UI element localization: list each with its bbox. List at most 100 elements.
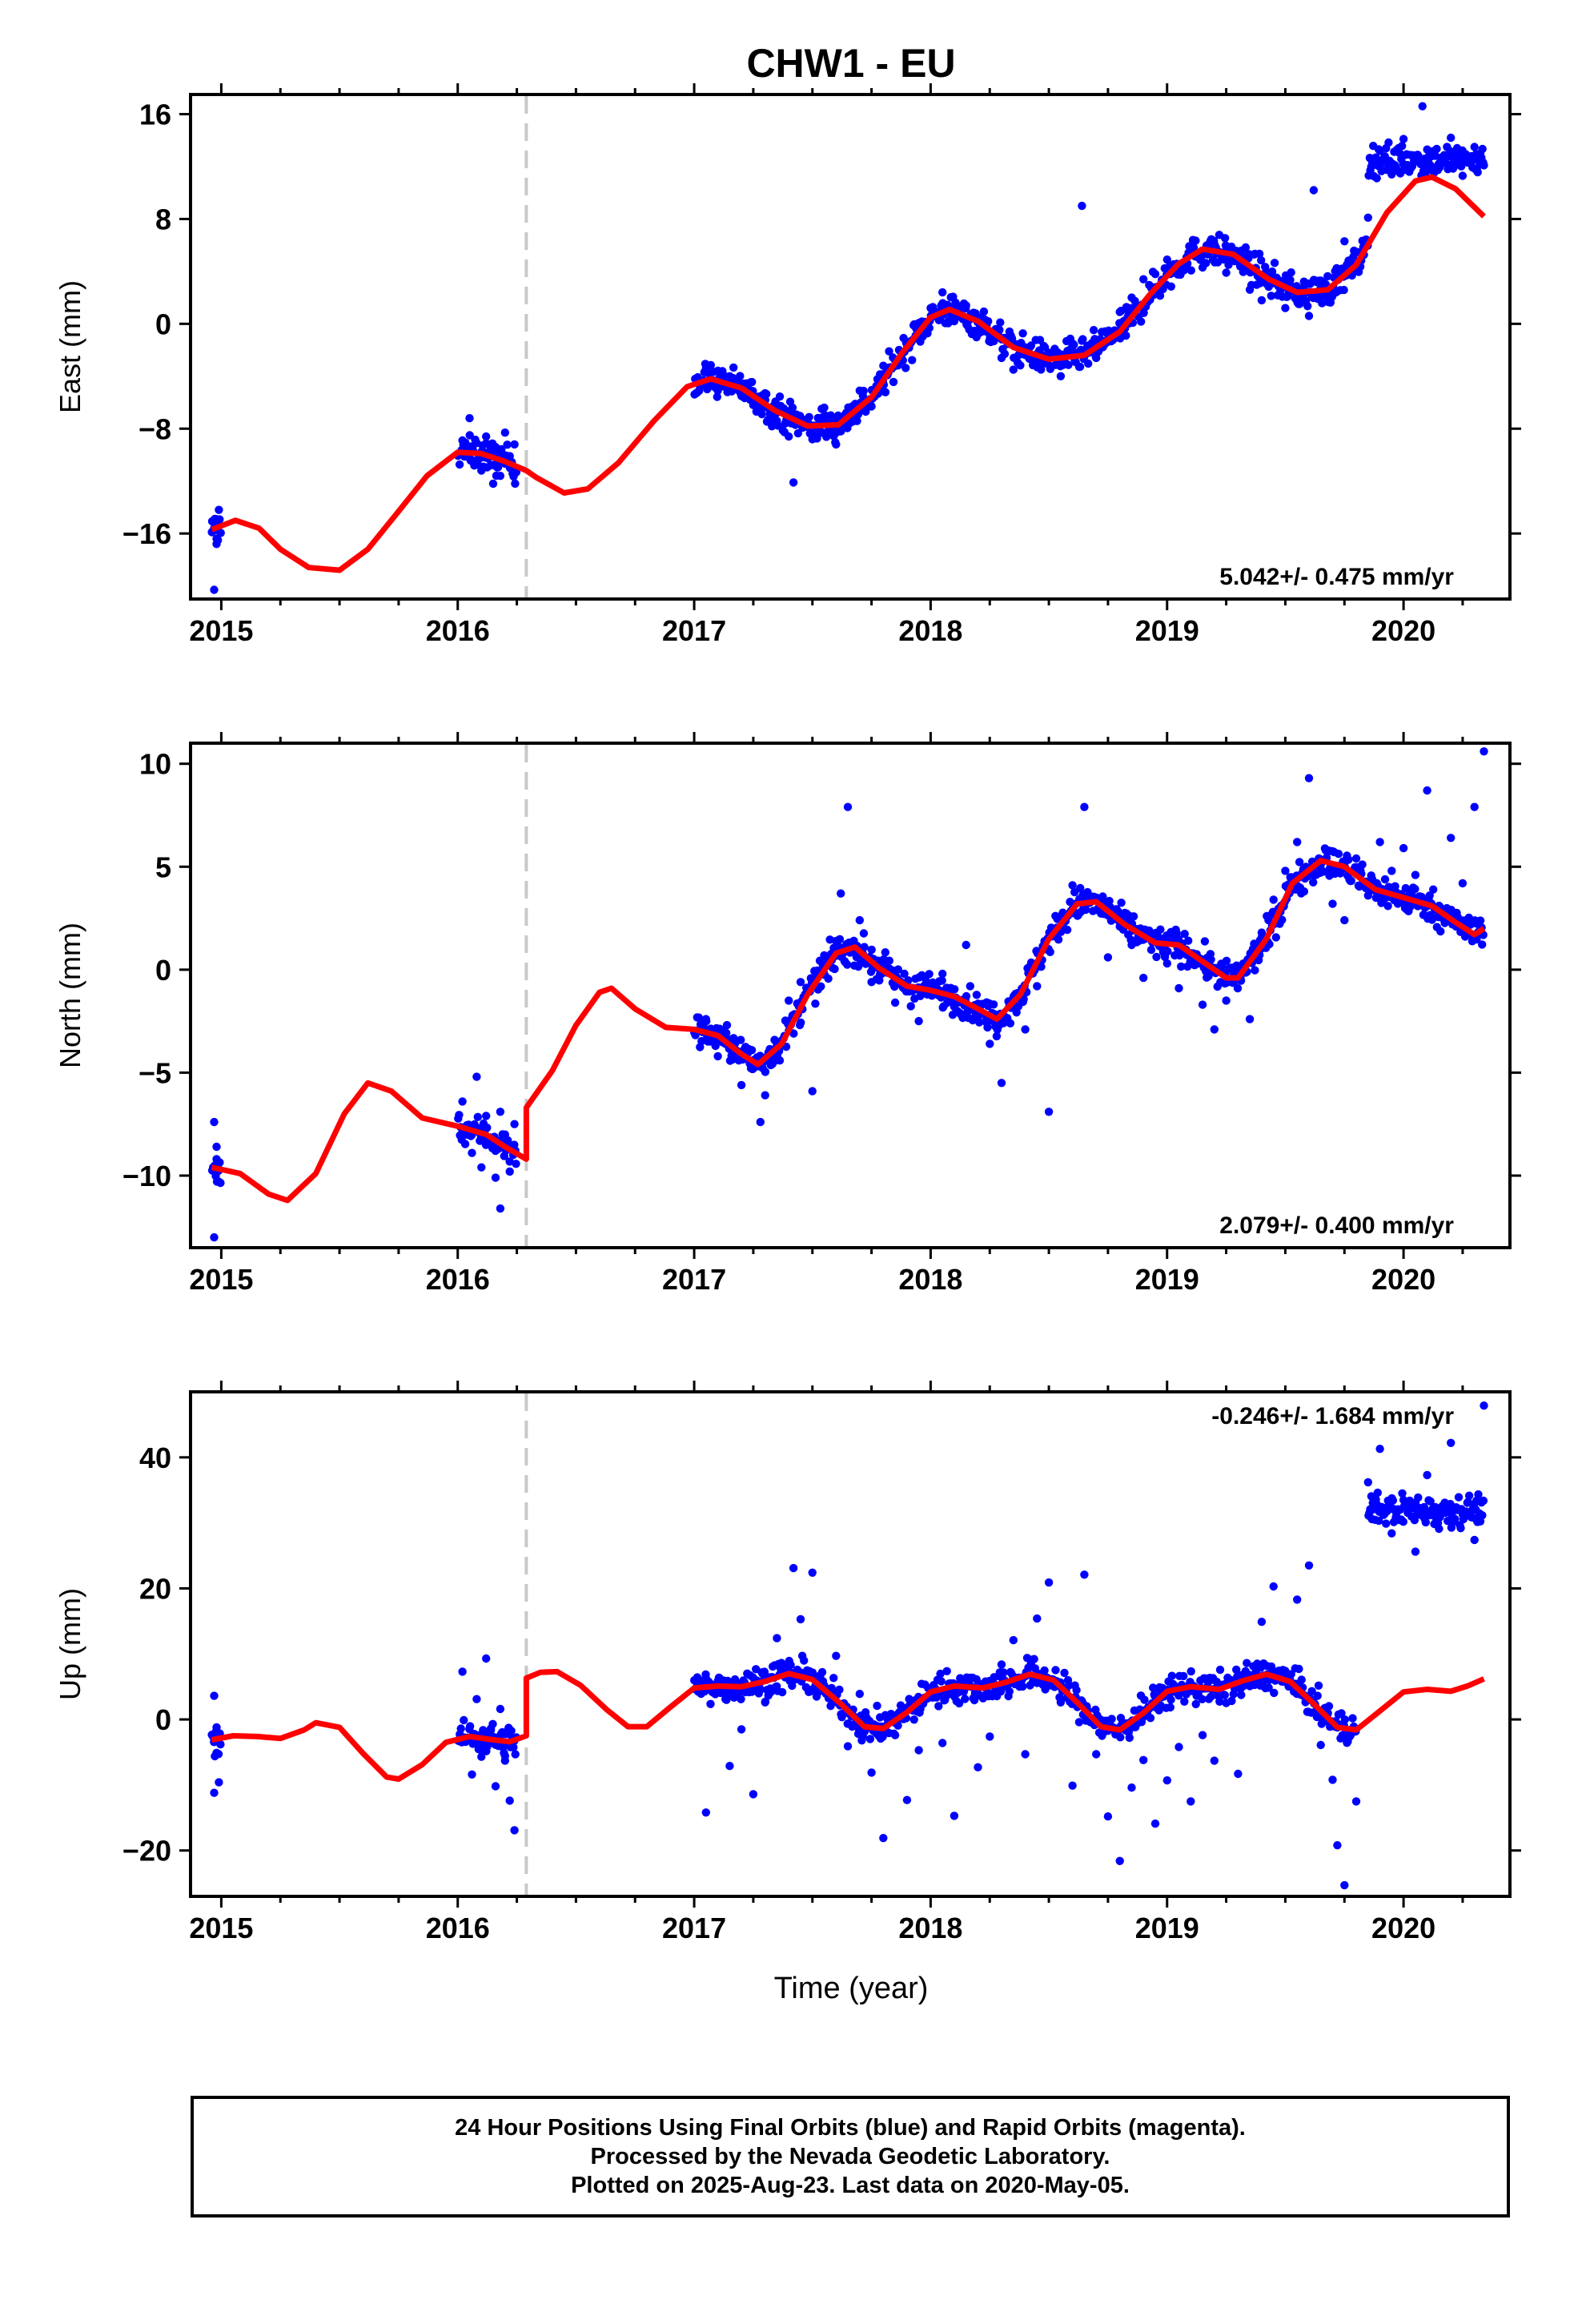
observation-point xyxy=(472,439,481,448)
observation-point xyxy=(455,460,464,469)
observation-point xyxy=(1033,1614,1042,1623)
observation-point xyxy=(757,410,766,419)
observation-point xyxy=(867,1768,876,1777)
observation-point xyxy=(820,951,829,960)
observation-point xyxy=(900,969,909,979)
observation-point xyxy=(775,1056,785,1065)
observation-point xyxy=(785,432,793,441)
observation-point xyxy=(893,965,903,974)
observation-point xyxy=(1066,898,1074,907)
observation-point xyxy=(859,929,869,938)
observation-point xyxy=(510,1826,519,1835)
x-tick-label: 2015 xyxy=(189,1263,253,1296)
observation-point xyxy=(1080,802,1089,811)
observation-point xyxy=(505,1796,514,1805)
observation-point xyxy=(890,1731,900,1739)
observation-point xyxy=(805,412,813,421)
observation-point xyxy=(1167,1671,1177,1680)
x-axis-label: Time (year) xyxy=(774,1972,929,2005)
observation-point xyxy=(1313,1691,1322,1700)
observation-point xyxy=(1166,1695,1175,1704)
observation-point xyxy=(824,974,833,983)
observation-point xyxy=(1180,930,1189,939)
observation-point xyxy=(1270,1688,1279,1698)
observation-point xyxy=(1478,144,1487,154)
observation-point xyxy=(974,1015,982,1023)
observation-point xyxy=(1140,1695,1149,1704)
observation-point xyxy=(1340,1715,1350,1724)
observation-point xyxy=(1316,276,1325,285)
observation-point xyxy=(1429,885,1438,894)
observation-point xyxy=(1219,255,1228,264)
observation-point xyxy=(1423,145,1431,154)
observation-point xyxy=(1295,858,1304,866)
observation-point xyxy=(942,1667,951,1675)
observation-point xyxy=(1074,1718,1084,1727)
observation-point xyxy=(1084,359,1093,368)
observation-point xyxy=(488,479,498,489)
y-tick-label: −16 xyxy=(122,517,171,550)
observation-point xyxy=(1351,247,1361,256)
observation-point xyxy=(1423,1470,1431,1480)
observation-point xyxy=(902,1795,912,1804)
observation-point xyxy=(853,962,863,971)
observation-point xyxy=(1146,1714,1155,1723)
x-tick-label: 2019 xyxy=(1135,614,1199,647)
observation-point xyxy=(1309,186,1319,195)
observation-point xyxy=(701,364,710,373)
observation-point xyxy=(1009,365,1018,374)
observation-point xyxy=(1255,249,1264,259)
observation-point xyxy=(1281,304,1290,312)
observation-point xyxy=(496,472,505,480)
observation-point xyxy=(1127,940,1136,950)
observation-point xyxy=(1457,162,1466,171)
observation-point xyxy=(1371,153,1380,162)
observation-point xyxy=(788,403,797,412)
observation-point xyxy=(1281,1667,1290,1675)
observation-point xyxy=(1340,1880,1349,1890)
observation-point xyxy=(215,1177,223,1186)
observation-point xyxy=(1065,1681,1074,1690)
observation-point xyxy=(486,1724,496,1733)
observation-point xyxy=(747,1046,757,1055)
observation-point xyxy=(215,1778,223,1787)
y-tick-label: 20 xyxy=(139,1572,171,1605)
observation-point xyxy=(1186,1667,1195,1676)
x-tick-label: 2016 xyxy=(426,614,490,647)
observation-point xyxy=(843,802,853,811)
observation-point xyxy=(491,1173,500,1182)
observation-point xyxy=(748,377,757,387)
observation-point xyxy=(1030,1655,1038,1663)
observation-point xyxy=(465,1722,475,1731)
observation-point xyxy=(937,1677,946,1686)
observation-point xyxy=(477,466,486,475)
model-fit-line xyxy=(211,1668,1485,1782)
observation-point xyxy=(1458,879,1468,888)
observation-point xyxy=(701,1015,710,1023)
observation-point xyxy=(1186,266,1196,275)
observation-point xyxy=(785,1662,793,1671)
observation-point xyxy=(1215,1665,1225,1675)
observation-point xyxy=(1150,1819,1160,1828)
observation-point xyxy=(1418,102,1427,111)
observation-point xyxy=(713,1051,722,1061)
x-tick-label: 2016 xyxy=(426,1912,490,1944)
observation-point xyxy=(1333,1841,1342,1850)
plot-frame xyxy=(189,1390,1512,1898)
observation-point xyxy=(962,301,970,310)
observation-point xyxy=(1426,1497,1435,1506)
observation-point xyxy=(835,1685,844,1695)
observation-point xyxy=(984,317,993,326)
observation-point xyxy=(511,479,520,489)
observation-point xyxy=(1089,326,1098,335)
observation-point xyxy=(458,436,467,445)
observation-point xyxy=(1117,899,1126,907)
observation-point xyxy=(832,936,841,946)
model-fit-line xyxy=(211,858,1486,1204)
y-axis-label: North (mm) xyxy=(54,923,86,1068)
footer-note: 24 Hour Positions Using Final Orbits (bl… xyxy=(191,2096,1510,2217)
observation-point xyxy=(1220,234,1230,243)
chart-title: CHW1 - EU xyxy=(746,41,955,86)
observation-point xyxy=(1033,360,1042,369)
observation-point xyxy=(1269,1582,1278,1591)
